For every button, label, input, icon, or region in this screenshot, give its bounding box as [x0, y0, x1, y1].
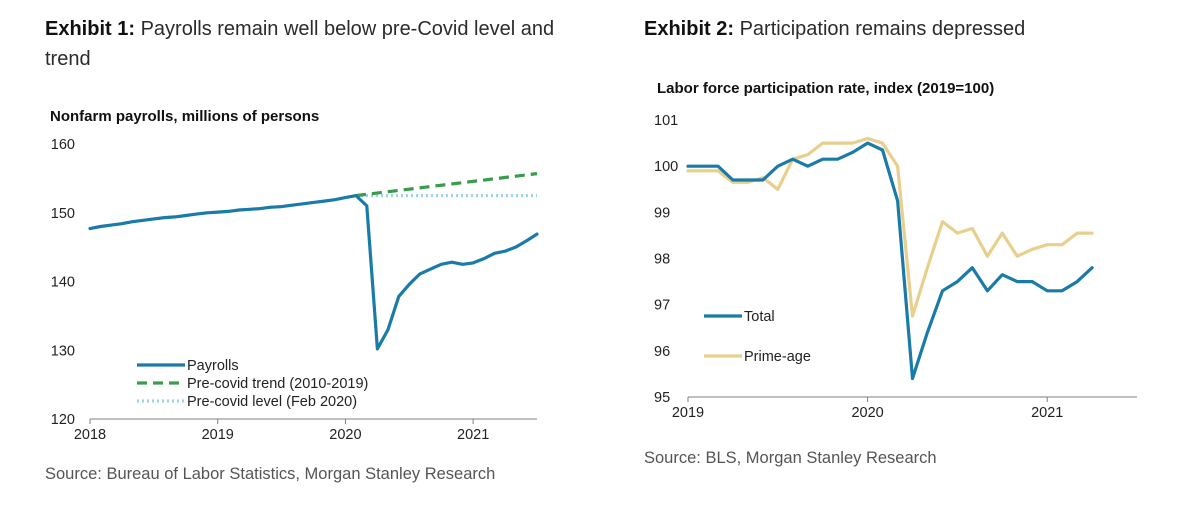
exhibit-2-title-text: Participation remains depressed — [739, 18, 1026, 40]
legend-label: Pre-covid trend (2010-2019) — [187, 376, 368, 392]
chart-2-y-tick-label: 97 — [654, 298, 670, 314]
chart-2-y-tick-label: 101 — [654, 113, 678, 129]
series-line-payrolls — [88, 194, 539, 351]
exhibit-2: Exhibit 2: Participation remains depress… — [600, 0, 1178, 516]
chart-2-y-tick-label: 98 — [654, 252, 670, 268]
chart-2-x-tick-label: 2020 — [851, 405, 883, 421]
chart-1-y-tick-label: 150 — [51, 206, 75, 222]
chart-2-y-tick-label: 96 — [654, 344, 670, 360]
participation-chart: 95 96 97 98 99 100 101 2019 2020 2021 Total Prime-a… — [654, 113, 1137, 421]
chart-2-y-tick-label: 99 — [654, 205, 670, 221]
chart-1-x-tick-label: 2019 — [202, 427, 234, 443]
exhibit-1-source: Source: Bureau of Labor Statistics, Morg… — [45, 465, 496, 483]
chart-2-y-tick-label: 95 — [654, 390, 670, 406]
series-line-pre-covid-trend-2010-2019 — [355, 172, 538, 198]
series-line-prime-age — [686, 136, 1094, 318]
exhibit-1-title: Exhibit 1: Payrolls remain well below pr… — [45, 14, 565, 74]
payrolls-chart: 120 130 140 150 160 2018 2019 2020 2021 Payrolls P… — [51, 137, 539, 443]
chart-1-y-tick-label: 160 — [51, 137, 75, 153]
chart-1-x-tick-label: 2021 — [457, 427, 489, 443]
legend-label: Total — [744, 309, 775, 325]
exhibit-1: Exhibit 1: Payrolls remain well below pr… — [45, 14, 565, 483]
chart-1-subtitle: Nonfarm payrolls, millions of persons — [50, 108, 320, 125]
chart-1-y-tick-label: 130 — [51, 343, 75, 359]
exhibit-2-label: Exhibit 2: — [644, 18, 735, 40]
chart-1-y-tick-label: 140 — [51, 275, 75, 291]
exhibit-2-source: Source: BLS, Morgan Stanley Research — [644, 449, 937, 467]
legend-label: Payrolls — [187, 358, 239, 374]
exhibit-1-title-text: Payrolls remain well below pre-Covid lev… — [45, 18, 555, 70]
chart-2-x-tick-label: 2019 — [672, 405, 704, 421]
exhibit-1-label: Exhibit 1: — [45, 18, 136, 40]
legend-label: Prime-age — [744, 349, 811, 365]
chart-2-x-tick-label: 2021 — [1031, 405, 1063, 421]
exhibit-2-title: Exhibit 2: Participation remains depress… — [644, 14, 1164, 44]
chart-2-y-tick-label: 100 — [654, 159, 678, 175]
chart-1-x-tick-label: 2020 — [329, 427, 361, 443]
series-line-total — [686, 141, 1094, 381]
chart-2-subtitle: Labor force participation rate, index (2… — [657, 80, 995, 97]
chart-1-y-tick-label: 120 — [51, 412, 75, 428]
legend-label: Pre-covid level (Feb 2020) — [187, 394, 357, 410]
chart-1-x-tick-label: 2018 — [74, 427, 106, 443]
